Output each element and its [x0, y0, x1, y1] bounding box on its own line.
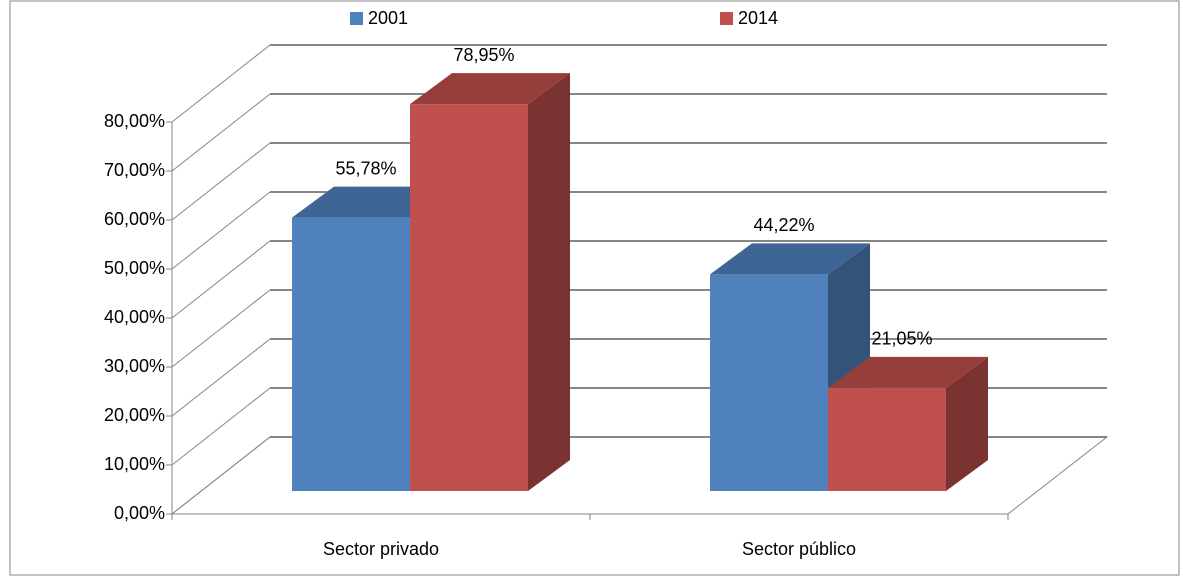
data-label: 21,05% — [871, 329, 932, 349]
y-tick-label: 70,00% — [104, 160, 165, 180]
grid-line — [171, 142, 271, 221]
y-tick-label: 40,00% — [104, 307, 165, 327]
bar-top — [410, 73, 570, 105]
grid-line — [171, 387, 271, 466]
bar — [828, 356, 988, 491]
grid-line — [171, 240, 271, 319]
grid-line — [171, 191, 271, 270]
y-tick-label: 60,00% — [104, 209, 165, 229]
bar-top — [828, 356, 988, 388]
bar-front — [410, 104, 528, 492]
y-tick-label: 10,00% — [104, 454, 165, 474]
bar-front — [292, 217, 410, 492]
bar — [410, 73, 570, 492]
grid-line — [171, 289, 271, 368]
legend-label: 2001 — [368, 8, 408, 28]
bar-top — [710, 243, 870, 275]
x-tick-label: Sector público — [742, 539, 856, 559]
bar-front — [710, 274, 828, 491]
data-label: 55,78% — [335, 158, 396, 178]
legend-swatch — [350, 12, 363, 25]
x-tick-label: Sector privado — [323, 539, 439, 559]
y-tick-label: 20,00% — [104, 405, 165, 425]
y-tick-label: 30,00% — [104, 356, 165, 376]
y-tick-label: 0,00% — [114, 503, 165, 523]
grid-line — [171, 44, 271, 123]
data-label: 44,22% — [753, 215, 814, 235]
legend-label: 2014 — [738, 8, 778, 28]
bar-side — [946, 356, 988, 491]
grid-line — [171, 436, 271, 515]
y-tick-label: 80,00% — [104, 111, 165, 131]
bar-side — [528, 73, 570, 492]
y-tick-label: 50,00% — [104, 258, 165, 278]
grid-line — [171, 93, 271, 172]
chart-frame — [9, 0, 1180, 576]
legend-swatch — [720, 12, 733, 25]
bar-front — [828, 387, 946, 491]
data-label: 78,95% — [453, 45, 514, 65]
grid-line — [171, 338, 271, 417]
